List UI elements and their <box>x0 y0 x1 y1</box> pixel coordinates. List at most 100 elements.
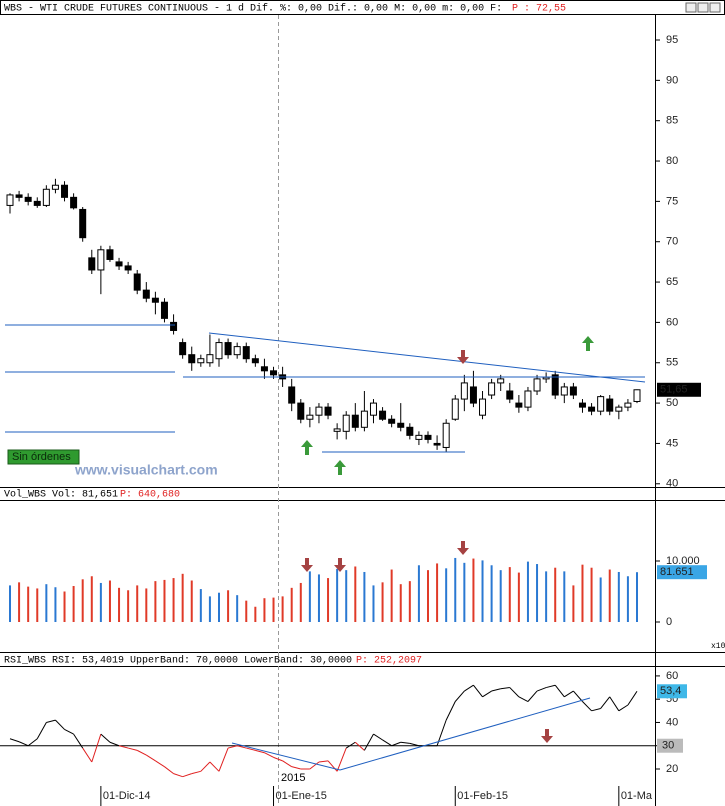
candle-body <box>497 378 505 384</box>
volume-bar <box>254 606 257 622</box>
candle-body <box>506 390 514 400</box>
candle-body <box>61 184 69 198</box>
candle-body <box>315 406 323 416</box>
volume-bar <box>263 598 266 622</box>
candle-body <box>197 358 205 364</box>
order-status: Sin órdenes <box>12 451 71 463</box>
volume-bar <box>572 585 575 622</box>
rsi-segment <box>73 733 84 749</box>
trend-line <box>208 332 646 383</box>
volume-bar <box>236 595 239 622</box>
rsi-segment <box>591 708 601 712</box>
rsi-segment <box>9 738 20 743</box>
candle-body <box>6 194 14 206</box>
candle-body <box>179 342 187 356</box>
rsi-segment <box>18 741 29 747</box>
candle-body <box>351 414 359 428</box>
drawings <box>5 324 646 771</box>
volume-bar <box>163 579 166 622</box>
candle-body <box>233 346 241 356</box>
y-tick-label: 95 <box>666 34 678 46</box>
trend-line <box>339 697 591 771</box>
volume-bar <box>63 591 66 622</box>
candle-body <box>369 402 377 416</box>
window-button[interactable] <box>709 2 721 13</box>
volume-bar <box>636 572 638 622</box>
candle-body <box>324 406 332 416</box>
candle-body <box>206 354 214 364</box>
volume-multiplier: x10 <box>711 642 725 651</box>
volume-bar <box>36 588 39 622</box>
candle-body <box>615 406 623 412</box>
candle-body <box>406 426 414 436</box>
volume-bar <box>463 562 466 622</box>
volume-bar <box>517 572 520 622</box>
rsi-title-extra: P: 252,2097 <box>356 656 422 667</box>
y-tick-label: 55 <box>666 357 678 369</box>
rsi-segment <box>164 766 174 775</box>
sell-arrow <box>457 350 469 364</box>
y-tick-label: 80 <box>666 155 678 167</box>
y-tick-label: 70 <box>666 236 678 248</box>
sell-arrow <box>457 541 469 555</box>
rsi-segment <box>64 728 74 735</box>
volume-bar <box>145 588 148 622</box>
candle-body <box>588 406 596 412</box>
rsi-segment <box>27 738 38 747</box>
rsi-segment <box>182 773 192 778</box>
rsi-segment <box>518 696 529 702</box>
volume-bar <box>554 567 557 622</box>
volume-bar <box>136 585 139 622</box>
trend-line <box>231 742 341 771</box>
rsi-segment <box>473 684 483 698</box>
rsi-segment <box>146 754 156 762</box>
candle-body <box>142 289 150 299</box>
volume-bar <box>172 578 175 622</box>
x-tick-label: 01-Feb-15 <box>457 790 508 802</box>
last-price: 51,65 <box>660 384 688 396</box>
rsi-segment <box>336 747 347 772</box>
candle-body <box>224 342 232 356</box>
band-badge: 30 <box>662 740 674 752</box>
candle-body <box>160 301 168 319</box>
candle-body <box>15 194 23 198</box>
volume-bar <box>190 580 193 622</box>
rsi-segment <box>128 747 138 751</box>
y-tick-label: 85 <box>666 115 678 127</box>
rsi-segment <box>218 747 229 772</box>
y-tick-label: 65 <box>666 276 678 288</box>
rsi-segment <box>318 760 329 763</box>
y-tick-label: 75 <box>666 195 678 207</box>
volume-bar <box>581 564 584 622</box>
candle-body <box>297 402 305 420</box>
volume-bar <box>9 585 11 622</box>
candle-body <box>242 346 250 360</box>
rsi-segment <box>155 760 165 768</box>
rsi-segment <box>582 701 592 712</box>
price-title: WBS - WTI CRUDE FUTURES CONTINUOUS - 1 d… <box>4 3 502 15</box>
candle-body <box>524 390 532 408</box>
rsi-segment <box>282 760 292 768</box>
y-tick-label: 50 <box>666 397 678 409</box>
year-label: 2015 <box>281 772 305 784</box>
rsi-segment <box>173 773 183 778</box>
rsi-segment <box>573 690 583 702</box>
volume-bar <box>99 582 102 622</box>
rsi-segment <box>409 742 420 747</box>
rsi-segment <box>100 733 111 743</box>
window-button[interactable] <box>685 2 697 13</box>
price-title-extra: P : 72,55 <box>512 4 566 15</box>
rsi-segment <box>291 766 301 770</box>
sell-arrow <box>541 729 553 743</box>
window-button[interactable] <box>697 2 709 13</box>
volume-bar <box>127 590 130 622</box>
candle-body <box>606 398 614 412</box>
candle-body <box>533 378 541 392</box>
volume-bar <box>390 569 393 622</box>
candle-body <box>460 382 468 400</box>
candle-body <box>633 389 641 402</box>
rsi-segment <box>118 745 129 749</box>
rsi-segment <box>55 719 65 730</box>
volume-bar <box>317 574 320 622</box>
rsi-segment <box>327 760 338 772</box>
